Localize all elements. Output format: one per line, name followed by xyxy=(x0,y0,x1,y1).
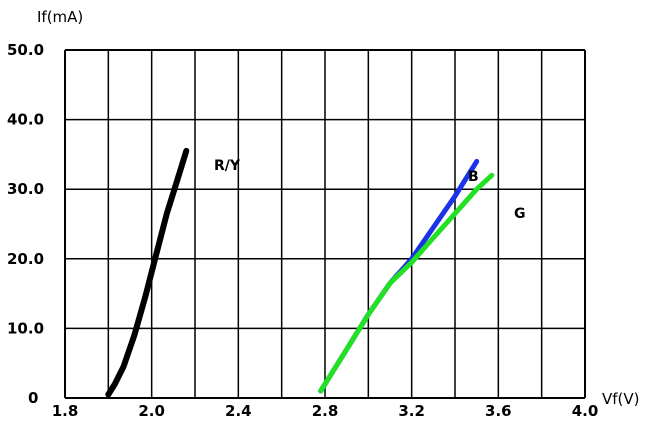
text-layer: If(mA) Vf(V) 0 10.0 20.0 30.0 40.0 50.0 1.8 2.0… xyxy=(7,8,640,420)
x-tick-label: 4.0 xyxy=(572,402,599,420)
y-tick-label: 20.0 xyxy=(7,250,44,268)
x-tick-label: 1.8 xyxy=(52,402,79,420)
x-tick-label: 2.0 xyxy=(138,402,165,420)
series-line-r-y xyxy=(105,147,190,398)
y-axis-label: If(mA) xyxy=(37,8,83,26)
y-tick-label: 30.0 xyxy=(7,180,44,198)
series-label-g: G xyxy=(514,206,526,222)
x-axis-label: Vf(V) xyxy=(602,390,640,408)
y-tick-label: 0 xyxy=(28,389,38,407)
x-tick-label: 3.6 xyxy=(485,402,512,420)
series-line-g xyxy=(318,172,495,394)
grid xyxy=(64,49,586,399)
y-tick-label: 40.0 xyxy=(7,111,44,129)
x-tick-label: 3.2 xyxy=(398,402,425,420)
series-label-r-y: R/Y xyxy=(214,158,241,174)
x-tick-label: 2.8 xyxy=(312,402,339,420)
series-label-b: B xyxy=(468,169,479,185)
y-tick-label: 50.0 xyxy=(7,41,44,59)
x-tick-label: 2.4 xyxy=(225,402,252,420)
y-tick-label: 10.0 xyxy=(7,319,44,337)
series-layer xyxy=(105,147,495,398)
